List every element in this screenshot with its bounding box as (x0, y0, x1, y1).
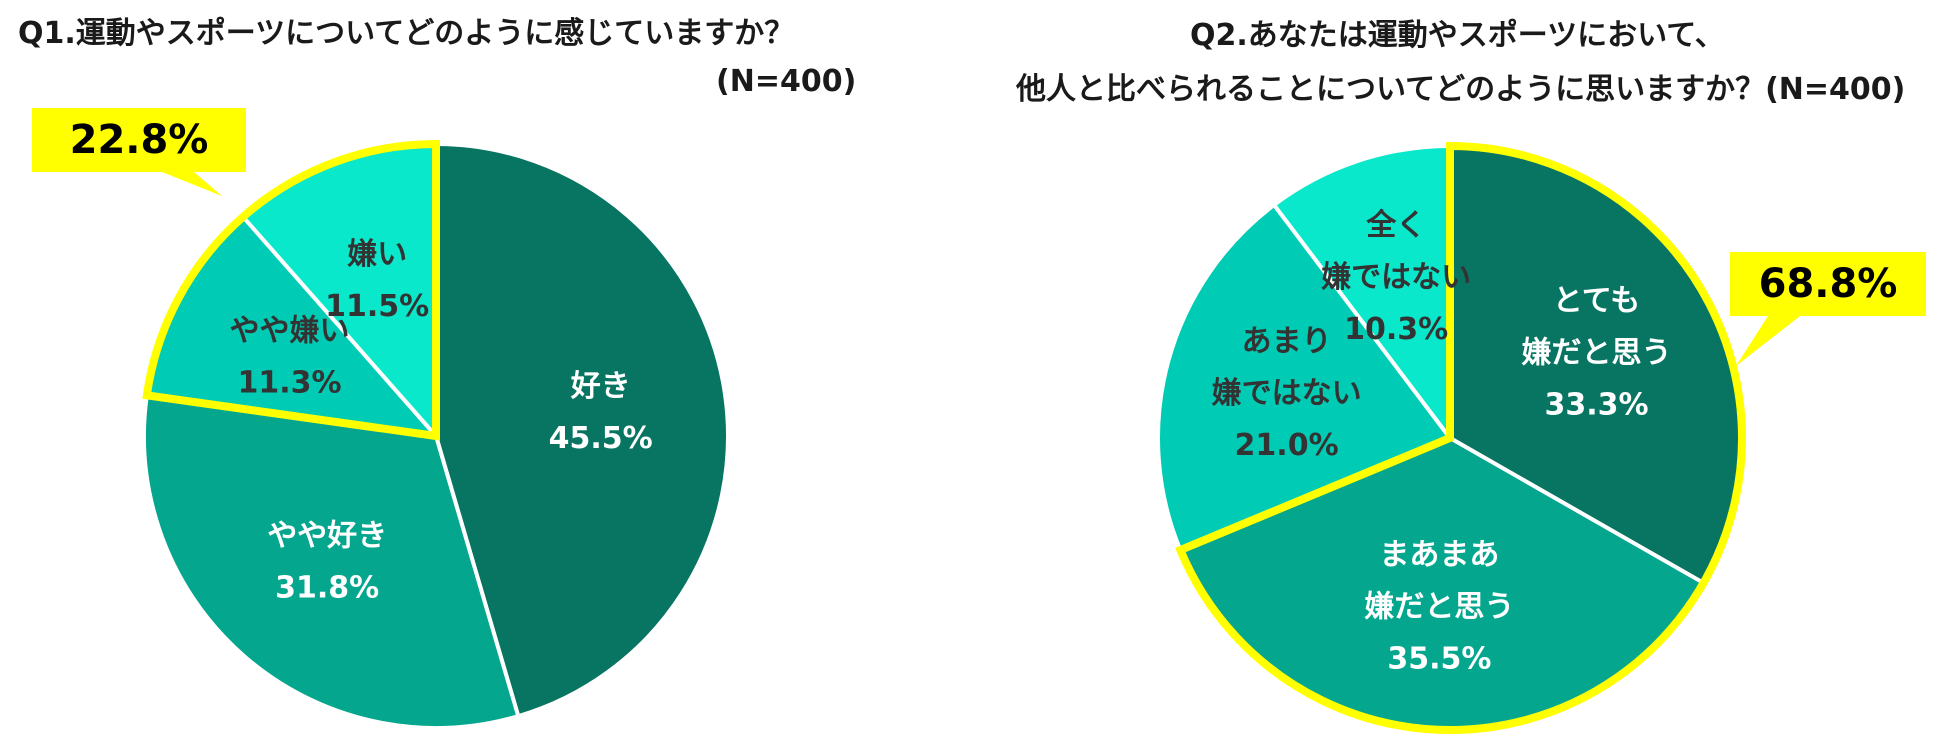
slice-value-label: 21.0% (1235, 428, 1339, 463)
slice-category-label: 嫌ではない (1212, 376, 1362, 411)
slice-value-label: 11.3% (237, 366, 341, 401)
slice-value-label: 11.5% (325, 289, 429, 324)
slice-value-label: 31.8% (275, 571, 379, 606)
slice-category-label: あまり (1242, 324, 1332, 359)
slice-value-label: 45.5% (549, 421, 653, 456)
callout-pointer (162, 172, 222, 196)
highlight-callout: 68.8% (1730, 252, 1926, 366)
slice-category-label: 全く (1365, 208, 1426, 243)
pie-chart-2: とても嫌だと思う33.3%まあまあ嫌だと思う35.5%あまり嫌ではない21.0%… (1158, 146, 1742, 730)
slice-value-label: 10.3% (1344, 312, 1448, 347)
slice-category-label: やや好き (267, 519, 387, 554)
callout-value: 68.8% (1759, 261, 1898, 307)
slice-category-label: 嫌ではない (1321, 260, 1471, 295)
slice-value-label: 35.5% (1387, 642, 1491, 677)
callout-value: 22.8% (70, 117, 209, 163)
slice-category-label: 嫌だと思う (1522, 336, 1672, 371)
slice-category-label: 好き (570, 369, 631, 404)
highlight-callout: 22.8% (32, 108, 246, 196)
slice-value-label: 33.3% (1544, 388, 1648, 423)
slice-category-label: 嫌い (347, 237, 407, 272)
slice-category-label: 嫌だと思う (1364, 590, 1514, 625)
slice-category-label: まあまあ (1379, 538, 1499, 573)
callout-pointer (1736, 316, 1800, 366)
slice-category-label: とても (1553, 284, 1641, 319)
